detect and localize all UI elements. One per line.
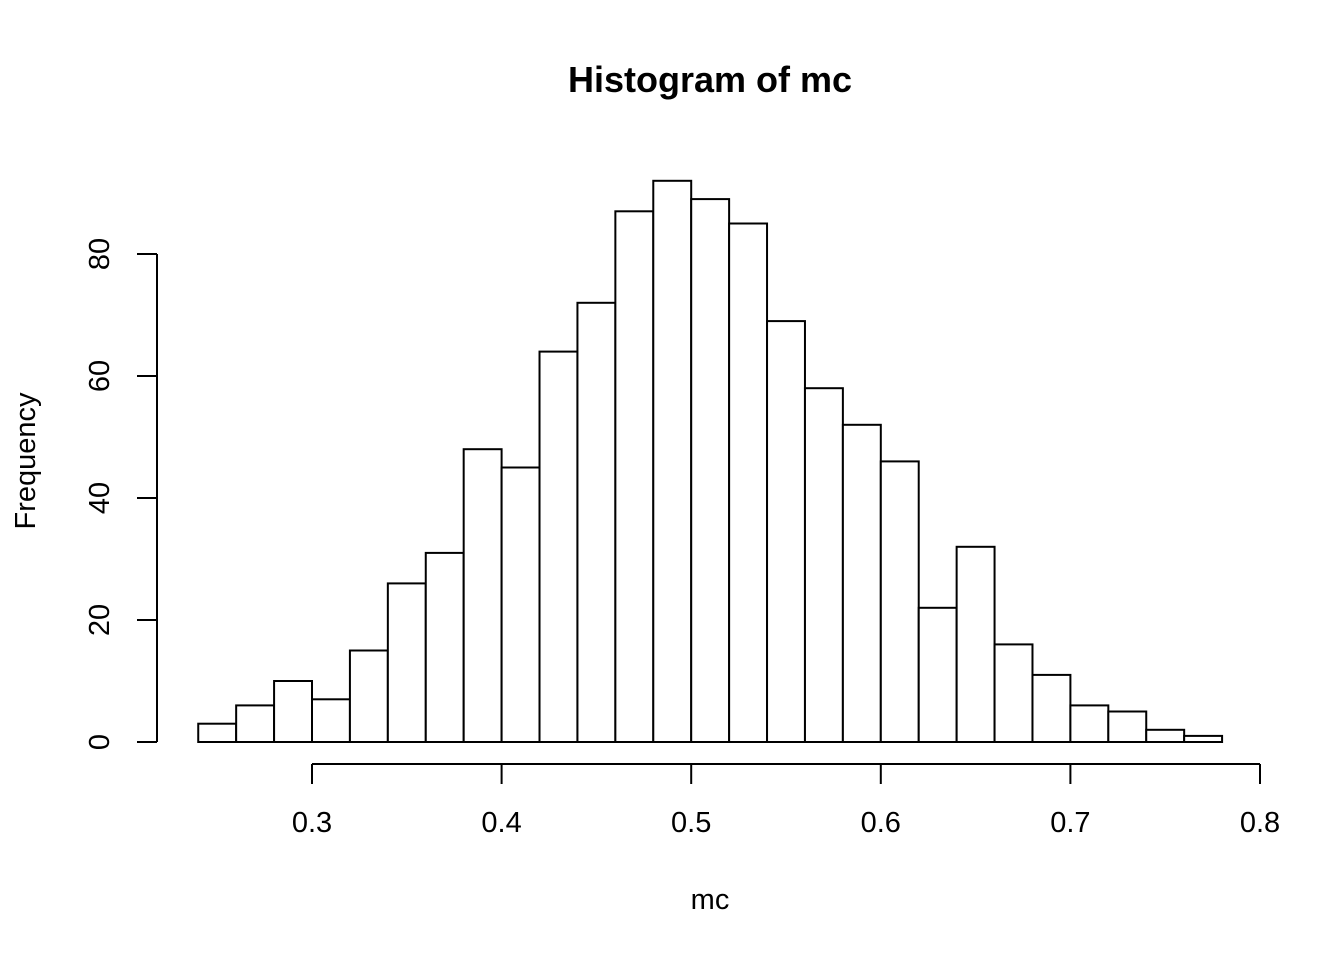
x-tick-label: 0.8 [1240, 807, 1280, 839]
y-tick-label: 80 [84, 238, 116, 270]
histogram-bar [879, 460, 920, 743]
histogram-bar [576, 301, 617, 743]
x-tick-label: 0.5 [671, 807, 711, 839]
histogram-bar [1183, 734, 1224, 744]
histogram-bar [803, 387, 844, 743]
histogram-bar [728, 222, 769, 743]
histogram-bar [462, 448, 503, 743]
histogram-bar [766, 320, 806, 743]
histogram-bar [235, 704, 276, 744]
chart-title: Histogram of mc [568, 59, 852, 100]
histogram-bar [1107, 710, 1148, 743]
y-axis-label: Frequency [10, 392, 42, 530]
x-axis-label: mc [691, 884, 730, 916]
histogram-bar [614, 210, 655, 744]
x-tick-label: 0.4 [481, 807, 521, 839]
x-tick-label: 0.7 [1050, 807, 1090, 839]
y-tick-label: 0 [84, 734, 116, 750]
y-axis: 0 20 40 60 80 [84, 238, 158, 750]
y-tick-label: 40 [84, 482, 116, 514]
x-axis: 0.3 0.4 0.5 0.6 0.7 0.8 [292, 763, 1280, 839]
histogram-bar [348, 649, 389, 743]
histogram-bar [955, 545, 996, 743]
histogram-bar [1031, 673, 1072, 744]
histogram-bar [311, 698, 351, 743]
x-tick-label: 0.3 [292, 807, 332, 839]
histogram-bar [197, 722, 238, 744]
y-tick-label: 60 [84, 360, 116, 392]
histogram-bar [917, 606, 958, 743]
histogram-bar [500, 466, 541, 743]
y-tick-label: 20 [84, 604, 116, 636]
histogram-bar [690, 198, 731, 744]
histogram-bar [841, 423, 882, 743]
x-tick-label: 0.6 [861, 807, 901, 839]
histogram-bar [386, 582, 427, 744]
histogram-bar [1069, 704, 1110, 744]
histogram-bar [993, 643, 1034, 744]
bars-group [197, 179, 1224, 744]
histogram-bar [652, 179, 693, 744]
histogram-bar [424, 551, 465, 744]
histogram-bar [1145, 728, 1186, 743]
histogram-bar [538, 350, 579, 743]
histogram-bar [273, 680, 313, 743]
